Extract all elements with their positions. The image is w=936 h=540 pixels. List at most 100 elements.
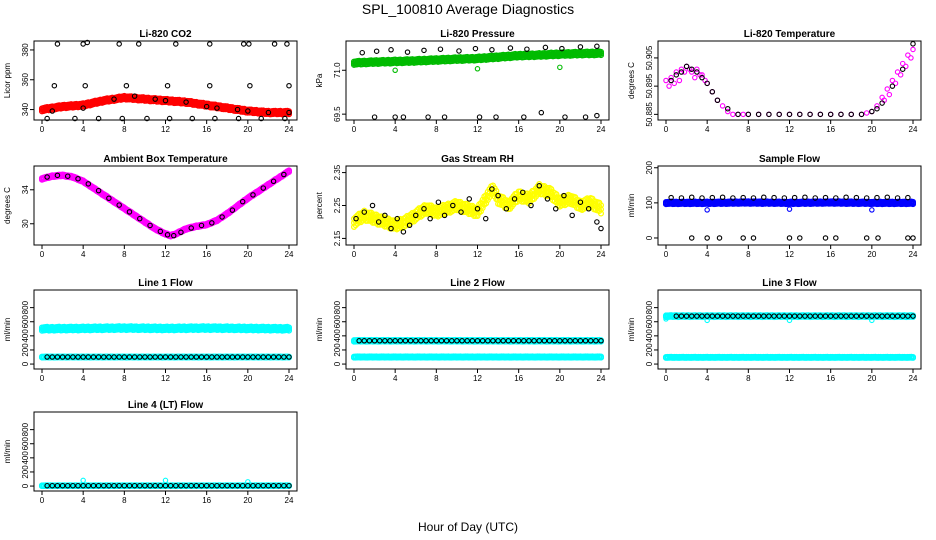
data-point (709, 89, 716, 95)
data-point (49, 108, 56, 114)
data-point (456, 48, 462, 54)
data-point (255, 354, 261, 360)
data-point (577, 199, 584, 205)
data-point (423, 338, 429, 344)
data-point (64, 173, 71, 179)
series-1 (350, 48, 605, 68)
y-tick-label: 34 (21, 185, 30, 194)
data-point (286, 82, 292, 89)
data-point (123, 82, 130, 89)
y-axis-label-li-820-co2: Licor ppm (3, 63, 12, 98)
data-point (183, 99, 189, 105)
data-point (561, 192, 567, 199)
data-point (489, 186, 495, 192)
data-point (392, 338, 398, 344)
x-tick-label: 20 (243, 250, 252, 259)
x-tick-label: 4 (705, 125, 710, 134)
data-point (173, 354, 179, 360)
data-point (212, 115, 218, 122)
data-point (597, 353, 605, 360)
series-2 (668, 194, 911, 201)
data-point (909, 198, 917, 206)
data-point (188, 354, 194, 360)
data-point (80, 105, 86, 111)
y-axis-label-line-3-flow: ml/min (627, 318, 636, 342)
data-point (663, 77, 669, 84)
x-tick-label: 16 (514, 374, 523, 383)
data-point (668, 74, 674, 81)
x-tick-label: 16 (202, 374, 211, 383)
x-tick-label: 24 (909, 125, 918, 134)
x-tick-label: 0 (40, 374, 45, 383)
data-point (285, 167, 293, 174)
data-point (286, 109, 292, 116)
y-axis-label-li-820-pressure: kPa (315, 73, 324, 87)
data-point (776, 111, 782, 118)
data-point (106, 195, 112, 202)
data-point (786, 111, 793, 118)
series-3 (688, 235, 916, 241)
y-tick-label: 50.905 (645, 45, 654, 70)
data-point (270, 354, 277, 360)
y-axis-label-line-2-flow: ml/min (315, 318, 324, 342)
data-point (822, 194, 829, 201)
panel-title-li-820-co2: Li-820 CO2 (139, 29, 192, 40)
y-tick-label: 0 (645, 235, 654, 240)
data-point (458, 209, 464, 215)
data-point (797, 235, 803, 241)
data-point (142, 354, 148, 360)
data-point (189, 115, 196, 122)
x-tick-label: 12 (473, 125, 482, 134)
x-tick-label: 8 (122, 374, 127, 383)
data-point (541, 338, 548, 344)
data-point (500, 338, 506, 344)
x-tick-label: 4 (705, 250, 710, 259)
data-point (510, 338, 517, 344)
data-point (587, 338, 594, 344)
data-point (807, 111, 813, 118)
data-point (193, 354, 200, 360)
data-point (536, 338, 542, 344)
data-point (387, 338, 393, 344)
data-point (198, 354, 205, 360)
data-point (245, 108, 251, 114)
data-point (219, 354, 225, 360)
data-point (246, 41, 252, 47)
data-point (908, 55, 914, 61)
data-point (567, 338, 573, 344)
y-tick-label: 360 (21, 73, 30, 87)
panel-title-line-1-flow: Line 1 Flow (138, 278, 193, 289)
data-point (493, 114, 499, 120)
data-point (786, 235, 793, 241)
data-point (585, 206, 592, 212)
data-point (258, 115, 264, 122)
x-tick-label: 4 (705, 374, 710, 383)
data-point (694, 66, 700, 72)
data-point (889, 83, 896, 89)
data-point (229, 207, 236, 213)
data-point (392, 67, 398, 74)
data-point (597, 48, 605, 55)
data-point (485, 338, 491, 344)
y-axis-label-line-1-flow: ml/min (3, 318, 12, 342)
data-point (766, 111, 772, 118)
data-point (863, 235, 870, 241)
data-point (235, 115, 242, 122)
data-point (489, 47, 495, 53)
data-point (373, 48, 380, 54)
x-tick-label: 24 (909, 374, 918, 383)
data-point (433, 338, 440, 344)
data-point (874, 103, 880, 109)
data-point (884, 194, 891, 200)
data-point (538, 109, 545, 116)
data-point (597, 206, 605, 213)
data-point (551, 338, 558, 344)
data-point (162, 354, 169, 360)
x-tick-label: 20 (867, 374, 876, 383)
data-point (152, 96, 158, 102)
data-point (466, 196, 473, 202)
data-point (375, 219, 382, 225)
data-point (84, 39, 91, 46)
y-tick-label: 200 (21, 343, 30, 357)
